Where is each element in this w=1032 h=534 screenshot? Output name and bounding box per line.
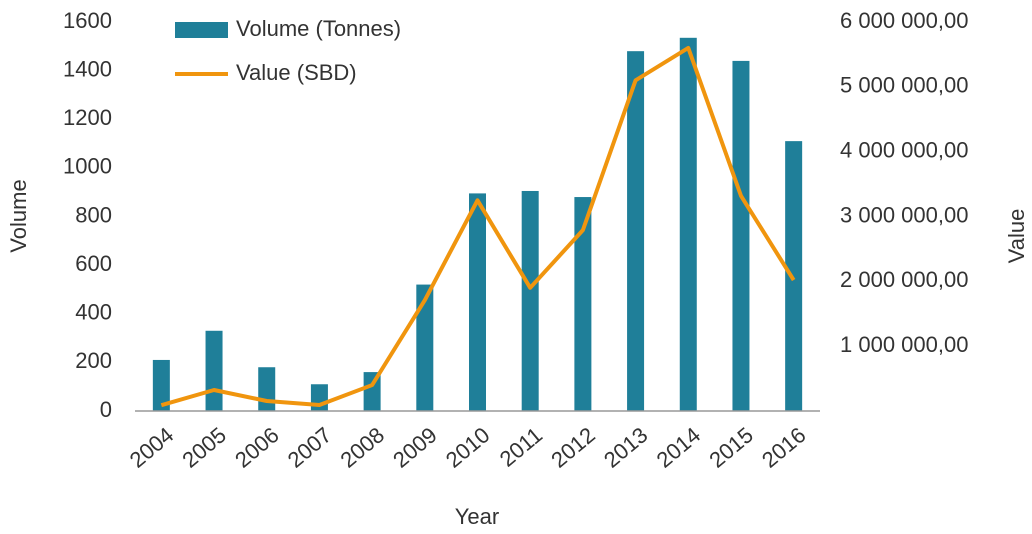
y2-tick-label: 1 000 000,00 [840,332,968,357]
y-axis-title: Volume [6,179,31,252]
bar [732,60,750,412]
y-tick-label: 800 [75,202,112,227]
x-tick-label: 2010 [441,422,495,473]
bar [785,141,803,411]
x-tick-label: 2015 [704,422,758,473]
y-tick-label: 200 [75,348,112,373]
x-tick-label: 2014 [652,422,706,473]
y-tick-label: 400 [75,300,112,325]
bar [416,284,434,411]
x-tick-label: 2008 [335,422,389,473]
x-tick-label: 2016 [757,422,811,473]
y2-tick-label: 2 000 000,00 [840,267,968,292]
line [160,45,796,408]
legend-label: Value (SBD) [236,60,357,85]
x-tick-label: 2005 [177,422,231,473]
x-tick-label: 2013 [599,422,653,473]
bar [574,197,592,411]
bar [679,37,697,411]
x-tick-label: 2011 [495,422,547,472]
bar [152,359,170,411]
bar [469,193,486,411]
y2-tick-label: 5 000 000,00 [840,73,968,98]
y2-tick-label: 3 000 000,00 [840,202,968,227]
bar [627,51,645,412]
y2-axis-title: Value [1004,209,1029,264]
y-tick-label: 600 [75,251,112,276]
x-axis-title: Year [455,504,499,529]
x-tick-label: 2012 [546,422,600,473]
y-tick-label: 1200 [63,105,112,130]
x-tick-label: 2009 [388,422,442,473]
bar [521,190,539,411]
y-tick-label: 1600 [63,8,112,33]
x-tick-label: 2004 [125,422,179,473]
bar [205,330,223,411]
legend-swatch [175,22,228,38]
x-tick-label: 2006 [230,422,284,473]
legend-label: Volume (Tonnes) [236,16,401,41]
y-tick-label: 1400 [63,56,112,81]
y2-tick-label: 4 000 000,00 [840,137,968,162]
y2-tick-label: 6 000 000,00 [840,8,968,33]
x-tick-label: 2007 [283,422,337,473]
bar [258,367,276,411]
y-tick-label: 1000 [63,154,112,179]
y-tick-label: 0 [100,397,112,422]
